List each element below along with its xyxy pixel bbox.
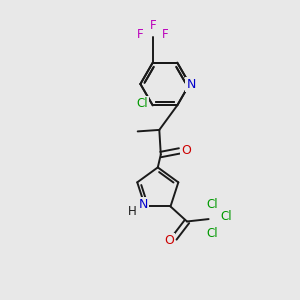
Text: F: F	[162, 28, 169, 41]
Text: O: O	[164, 235, 174, 248]
Text: Cl: Cl	[136, 97, 148, 110]
Text: F: F	[137, 28, 143, 41]
Text: O: O	[181, 144, 191, 158]
Text: Cl: Cl	[206, 227, 218, 240]
Text: N: N	[186, 77, 196, 91]
Text: N: N	[139, 199, 148, 212]
Text: Cl: Cl	[206, 198, 218, 211]
Text: F: F	[149, 19, 156, 32]
Text: Cl: Cl	[220, 210, 232, 223]
Text: H: H	[128, 206, 137, 218]
